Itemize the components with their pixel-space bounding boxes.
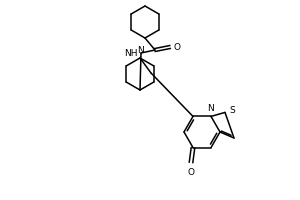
- Text: N: N: [208, 104, 214, 113]
- Text: NH: NH: [124, 48, 138, 58]
- Text: N: N: [136, 46, 143, 55]
- Text: S: S: [229, 106, 235, 115]
- Text: O: O: [173, 43, 180, 51]
- Text: O: O: [188, 168, 194, 177]
